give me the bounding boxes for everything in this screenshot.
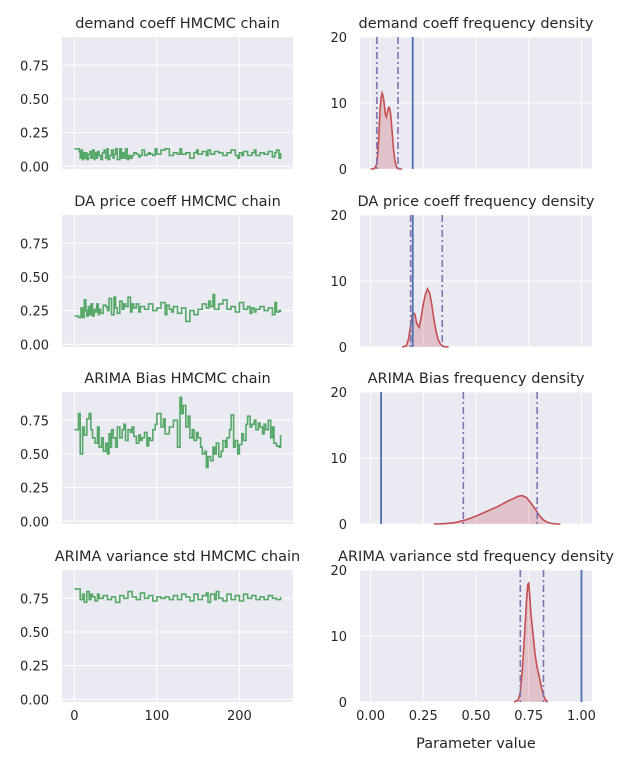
x-axis-label: Parameter value <box>416 736 536 752</box>
x-tick-label: 0.25 <box>409 709 438 724</box>
chain-trace <box>74 588 282 604</box>
subplot-2: 0 10 20 demand coeff frequency density <box>330 16 593 178</box>
density-curve <box>370 90 403 170</box>
y-tick-label: 0.25 <box>20 482 49 497</box>
subplot-title: DA price coeff frequency density <box>358 194 595 210</box>
plot-area <box>62 215 293 347</box>
subplot-4: 0 10 20 DA price coeff frequency density <box>330 194 594 356</box>
y-tick-label: 0.75 <box>20 592 49 607</box>
chain-trace <box>74 293 282 323</box>
subplot-1: 0.00 0.25 0.50 0.75 demand coeff HMCMC chain <box>20 16 293 175</box>
subplot-title: ARIMA variance std frequency density <box>338 549 614 565</box>
y-tick-label: 20 <box>330 564 347 579</box>
x-tick-label: 1.00 <box>567 709 596 724</box>
subplot-5: 0.00 0.25 0.50 0.75 ARIMA Bias HMCMC chain <box>20 371 293 530</box>
y-tick-label: 0.50 <box>20 448 49 463</box>
y-tick-label: 0 <box>339 163 347 178</box>
y-tick-label: 10 <box>330 275 347 290</box>
subplot-7: 0 100 200 0.00 0.25 0.50 0.75 ARIMA variance st… <box>20 549 300 724</box>
y-tick-label: 0.50 <box>20 271 49 286</box>
chain-trace <box>74 396 282 469</box>
y-tick-label: 0.50 <box>20 93 49 108</box>
y-tick-label: 10 <box>330 97 347 112</box>
density-fill <box>433 495 561 524</box>
y-tick-label: 0.25 <box>20 305 49 320</box>
y-tick-label: 0.25 <box>20 127 49 142</box>
y-tick-label: 0.75 <box>20 414 49 429</box>
y-tick-label: 10 <box>330 630 347 645</box>
x-tick-label: 200 <box>227 709 252 724</box>
subplot-title: demand coeff HMCMC chain <box>75 16 280 32</box>
y-tick-label: 0 <box>339 341 347 356</box>
y-tick-label: 0.00 <box>20 693 49 708</box>
x-tick-label: 0.75 <box>514 709 543 724</box>
subplot-title: ARIMA Bias frequency density <box>368 371 585 387</box>
density-curve <box>433 494 561 525</box>
y-tick-label: 0.50 <box>20 626 49 641</box>
x-tick-label: 0.00 <box>356 709 385 724</box>
subplot-title: DA price coeff HMCMC chain <box>74 194 281 210</box>
y-tick-label: 0.00 <box>20 160 49 175</box>
y-tick-label: 20 <box>330 31 347 46</box>
y-tick-label: 10 <box>330 452 347 467</box>
y-tick-label: 20 <box>330 209 347 224</box>
y-tick-label: 0.75 <box>20 237 49 252</box>
subplot-title: demand coeff frequency density <box>358 16 593 32</box>
subplot-6: 0 10 20 ARIMA Bias frequency density <box>330 371 592 533</box>
subplot-3: 0.00 0.25 0.50 0.75 DA price coeff HMCMC cha… <box>20 194 293 353</box>
subplot-title: ARIMA Bias HMCMC chain <box>84 371 270 387</box>
y-tick-label: 0 <box>339 518 347 533</box>
y-tick-label: 0.75 <box>20 59 49 74</box>
y-tick-label: 0.00 <box>20 338 49 353</box>
y-tick-label: 20 <box>330 386 347 401</box>
plot-area <box>62 392 293 524</box>
density-curve <box>513 581 549 703</box>
x-tick-label: 0.50 <box>462 709 491 724</box>
plot-area <box>62 37 293 169</box>
chain-trace <box>74 148 282 161</box>
y-tick-label: 0.00 <box>20 515 49 530</box>
plot-area <box>62 570 293 702</box>
y-tick-label: 0.25 <box>20 660 49 675</box>
subplot-title: ARIMA variance std HMCMC chain <box>55 549 300 565</box>
x-tick-label: 0 <box>70 709 78 724</box>
x-tick-label: 100 <box>144 709 169 724</box>
y-tick-label: 0 <box>339 696 347 711</box>
density-fill <box>402 288 449 347</box>
